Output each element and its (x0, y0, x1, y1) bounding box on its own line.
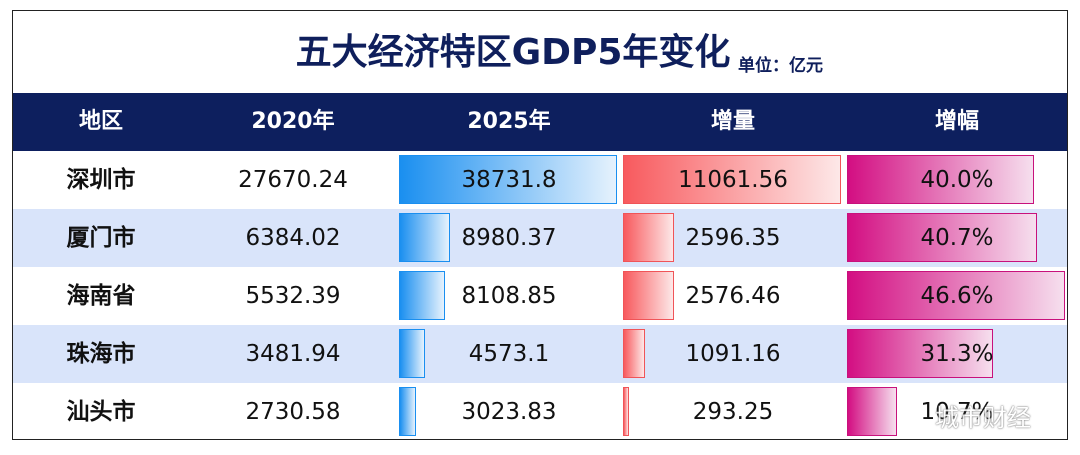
header-growth: 增幅 (934, 109, 979, 134)
unit-label: 单位：亿元 (738, 56, 823, 76)
increase-bar (623, 213, 674, 262)
growth-bar (847, 271, 1065, 320)
increase-value: 293.25 (692, 399, 774, 425)
region-cell: 厦门市 (66, 225, 136, 251)
increase-bar (623, 155, 841, 204)
gdp2025-value: 8980.37 (461, 225, 557, 251)
growth-value: 46.6% (920, 283, 994, 309)
title-row: 五大经济特区GDP5年变化 单位：亿元 (13, 11, 1067, 93)
table-row: 海南省 5532.39 8108.85 2576.46 46.6% (13, 267, 1067, 325)
gdp2025-value: 8108.85 (461, 283, 557, 309)
gdp2025-value: 38731.8 (461, 167, 557, 193)
growth-bar (847, 213, 1037, 262)
region-cell: 汕头市 (66, 399, 136, 425)
table-row: 深圳市 27670.24 38731.8 11061.56 40.0% (13, 151, 1067, 209)
watermark: 城市财经 (935, 404, 1031, 432)
gdp2025-bar (399, 271, 445, 320)
increase-value: 1091.16 (685, 341, 781, 367)
growth-value: 31.3% (920, 341, 994, 367)
growth-bar (847, 387, 897, 436)
increase-value: 2596.35 (685, 225, 781, 251)
gdp2025-bar (399, 387, 416, 436)
header-2020: 2020年 (251, 109, 335, 134)
gdp2020-cell: 3481.94 (245, 341, 341, 367)
growth-value: 40.0% (920, 167, 994, 193)
gdp2025-bar (399, 329, 425, 378)
increase-value: 2576.46 (685, 283, 781, 309)
table-frame: 五大经济特区GDP5年变化 单位：亿元 地区 2020年 2025年 增量 增幅… (12, 10, 1068, 440)
gdp2020-cell: 5532.39 (245, 283, 341, 309)
table-row: 汕头市 2730.58 3023.83 293.25 10.7% (13, 383, 1067, 439)
table-row: 厦门市 6384.02 8980.37 2596.35 40.7% (13, 209, 1067, 267)
growth-bar (847, 155, 1034, 204)
region-cell: 海南省 (66, 283, 136, 309)
region-cell: 珠海市 (66, 341, 136, 367)
gdp2020-cell: 27670.24 (238, 167, 348, 193)
increase-bar (623, 329, 645, 378)
table-header: 地区 2020年 2025年 增量 增幅 (13, 93, 1067, 151)
header-region: 地区 (78, 109, 123, 134)
increase-value: 11061.56 (678, 167, 788, 193)
header-increase: 增量 (710, 109, 755, 134)
gdp2025-value: 3023.83 (461, 399, 557, 425)
increase-bar (623, 271, 674, 320)
gdp2025-value: 4573.1 (468, 341, 550, 367)
region-cell: 深圳市 (66, 167, 136, 193)
gdp2020-cell: 2730.58 (245, 399, 341, 425)
chart-title: 五大经济特区GDP5年变化 (295, 32, 731, 73)
table-row: 珠海市 3481.94 4573.1 1091.16 31.3% (13, 325, 1067, 383)
gdp2025-bar (399, 213, 450, 262)
growth-value: 40.7% (920, 225, 994, 251)
header-2025: 2025年 (467, 109, 551, 134)
gdp2020-cell: 6384.02 (245, 225, 341, 251)
increase-bar (623, 387, 629, 436)
gdp2025-bar (399, 155, 617, 204)
growth-bar (847, 329, 993, 378)
growth-value: 10.7% (920, 399, 994, 425)
